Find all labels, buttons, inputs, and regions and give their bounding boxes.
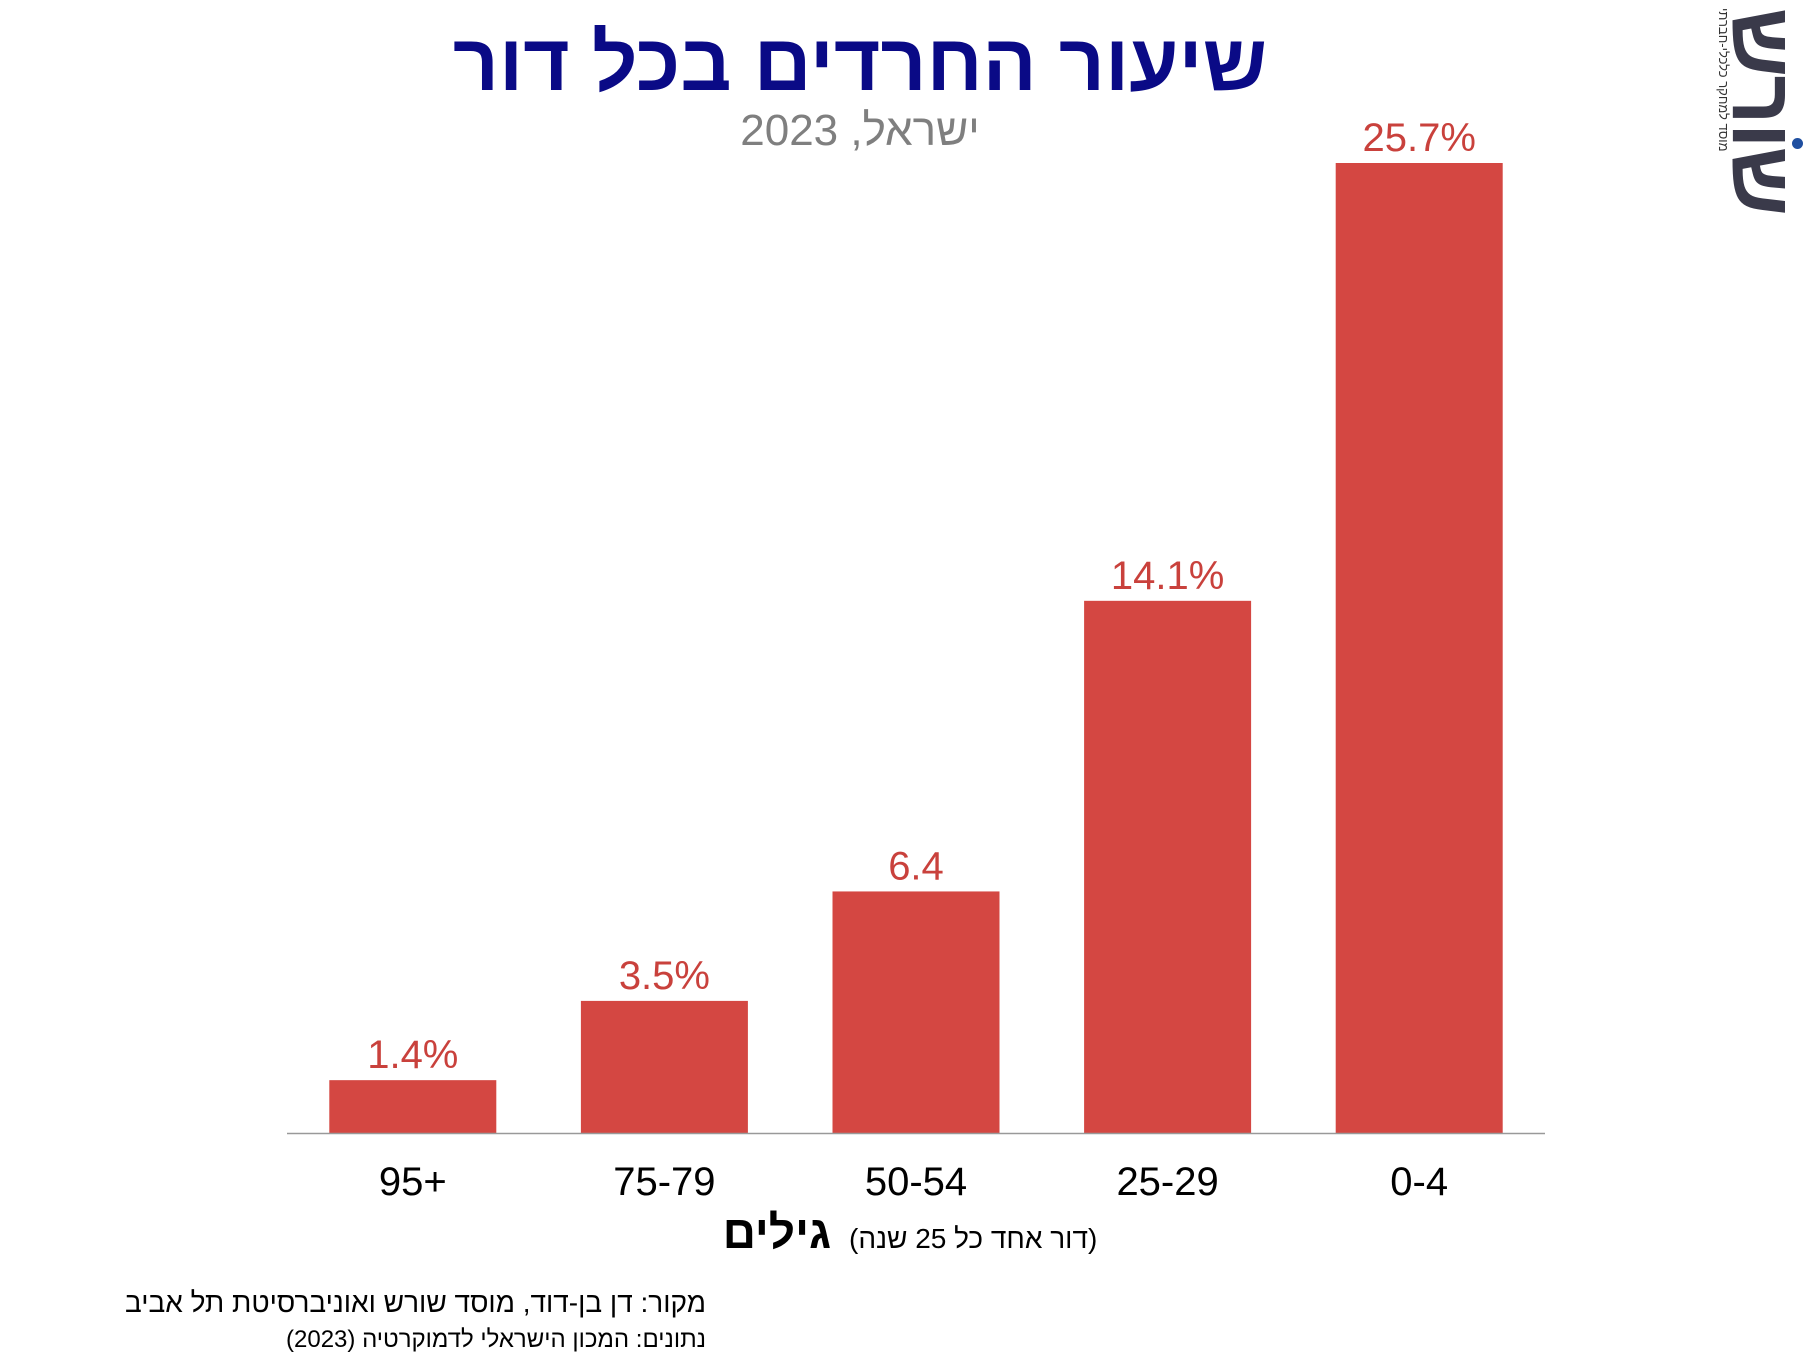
source-credit: מקור: דן בן-דוד, מוסד שורש ואוניברסיטת ת… [125,1287,706,1318]
bar-75-79 [580,1000,748,1133]
data-label-95+: 1.4% [367,1033,458,1077]
chart-subtitle: ישראל, 2023 [740,106,980,155]
data-label-25-29: 14.1% [1111,554,1224,598]
logo-tagline: מוסד למחקר כלכלי-חברתי [1716,8,1731,152]
credits: מקור: דן בן-דוד, מוסד שורש ואוניברסיטת ת… [125,1283,706,1357]
x-tick-label-95+: 95+ [379,1160,447,1204]
x-axis-note: (דור אחד כל 25 שנה) [849,1223,1098,1254]
data-label-75-79: 3.5% [619,954,710,998]
bar-0-4 [1335,163,1503,1133]
x-axis-title: גילים (דור אחד כל 25 שנה) [560,1205,1260,1259]
logo-wordmark: שורש [1714,8,1809,214]
data-label-50-54: 6.4 [888,844,944,888]
data-credit: נתונים: המכון הישראלי לדמוקרטיה (2023) [286,1326,706,1353]
shoresh-logo: שורש מוסד למחקר כלכלי-חברתי [1714,8,1809,228]
x-axis-label: גילים [722,1206,832,1258]
x-tick-label-75-79: 75-79 [613,1160,715,1204]
chart-title: שיעור החרדים בכל דור [452,18,1268,107]
x-tick-label-25-29: 25-29 [1116,1160,1218,1204]
bar-50-54 [832,891,1000,1133]
bar-25-29 [1084,600,1252,1133]
x-tick-label-50-54: 50-54 [865,1160,967,1204]
logo-dot [1792,138,1803,149]
x-tick-label-0-4: 0-4 [1390,1160,1448,1204]
data-label-0-4: 25.7% [1362,116,1475,160]
bar-95+ [329,1080,497,1133]
